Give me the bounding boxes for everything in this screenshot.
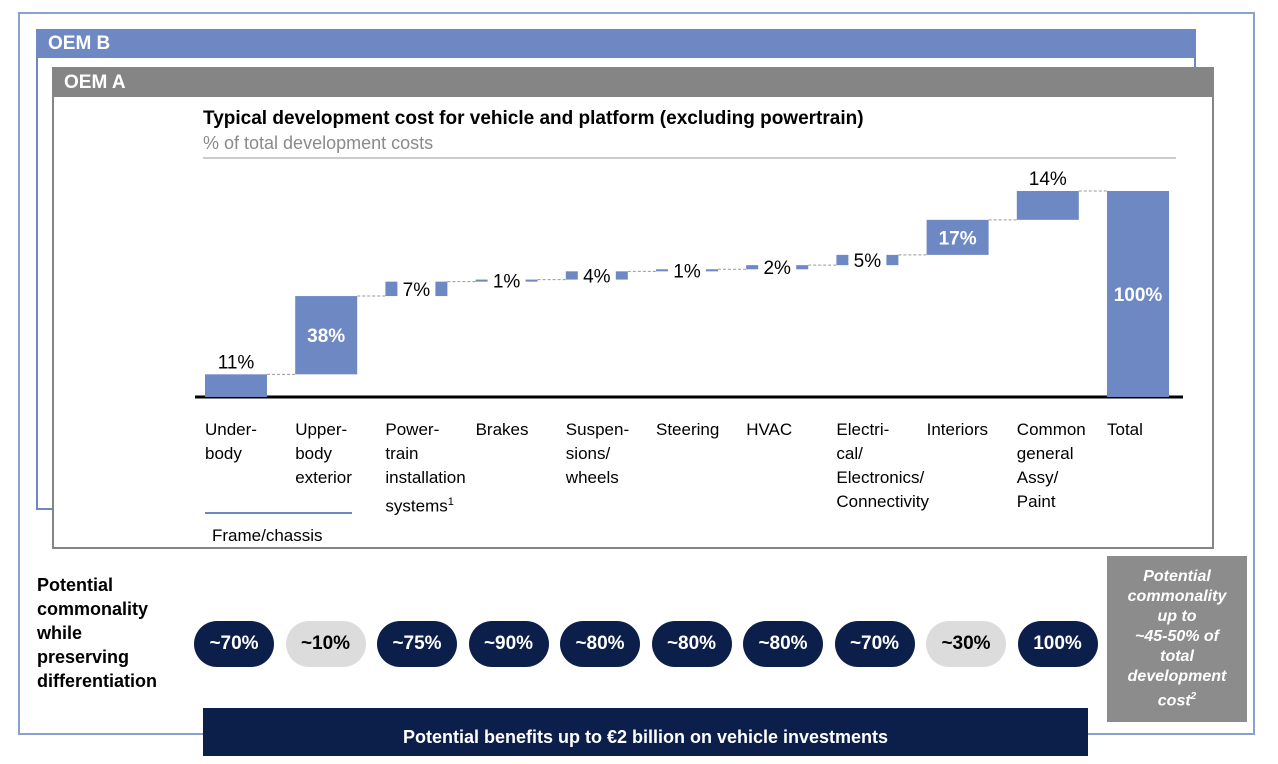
- commonality-pill: ~80%: [743, 621, 823, 667]
- oem-a-panel: [52, 97, 1214, 549]
- oem-b-header: [36, 29, 1196, 58]
- bar: [295, 296, 358, 375]
- bar-value-label: 17%: [939, 228, 977, 249]
- commonality-pill: 100%: [1017, 621, 1098, 667]
- summary-footnote-marker: 2: [1190, 690, 1197, 702]
- bar-segment: [796, 265, 809, 270]
- category-label: Upper- body exterior: [295, 420, 352, 487]
- bar: [205, 374, 267, 397]
- bar-segment: [475, 279, 488, 282]
- bar-segment: [836, 254, 849, 266]
- bar: [1107, 191, 1169, 397]
- footnote-marker: 1: [447, 496, 454, 508]
- benefits-banner: Potential benefits up to €2 billion on v…: [203, 708, 1088, 756]
- bar-segment: [706, 269, 718, 272]
- commonality-pill: ~70%: [194, 621, 274, 667]
- bar-value-label: 4%: [583, 266, 611, 287]
- oem-b-label: OEM B: [48, 33, 111, 54]
- commonality-pill: ~80%: [651, 621, 732, 667]
- bar-segment: [525, 279, 538, 282]
- category-label: Electri- cal/ Electronics/ Connectivity: [836, 420, 929, 511]
- category-label: Power- train installation systems1: [385, 420, 466, 516]
- bar-value-label: 5%: [854, 251, 882, 272]
- category-label: Suspen- sions/ wheels: [565, 420, 630, 487]
- bar-segment: [746, 265, 759, 270]
- chart-subtitle: % of total development costs: [203, 133, 434, 153]
- bar-value-label: 11%: [218, 352, 255, 373]
- bar: [1016, 191, 1079, 220]
- frame-chassis-bracket: [205, 512, 352, 514]
- bar-value-label: 1%: [493, 272, 521, 293]
- commonality-pill: ~70%: [834, 621, 915, 667]
- bar-value-label: 38%: [307, 326, 345, 347]
- commonality-pill: ~80%: [560, 621, 640, 667]
- bar-segment: [886, 254, 899, 266]
- category-label: Steering: [656, 420, 720, 439]
- bar-value-label: 1%: [673, 261, 701, 282]
- category-label: Brakes: [475, 420, 529, 439]
- summary-text: Potential commonality up to ~45-50% of t…: [1127, 567, 1227, 710]
- category-label: HVAC: [746, 420, 793, 439]
- bar-segment: [656, 269, 668, 272]
- commonality-row-label: Potential commonality while preserving d…: [37, 575, 157, 691]
- category-label: Under- body: [205, 420, 257, 463]
- bar-value-label: 7%: [403, 280, 431, 301]
- oem-a-label: OEM A: [64, 72, 126, 93]
- bar-value-label: 100%: [1114, 285, 1163, 306]
- category-label: Common general Assy/ Paint: [1016, 420, 1086, 511]
- commonality-pill: ~30%: [926, 621, 1006, 667]
- bar-segment: [435, 281, 448, 297]
- category-label: Interiors: [926, 420, 989, 439]
- bar-value-label: 2%: [763, 258, 791, 279]
- waterfall-chart: 11% 38% 7% 1% 4% 1% 2% 5% 17% 14% 100%: [195, 157, 1183, 399]
- banner-text: Potential benefits up to €2 billion on v…: [402, 727, 889, 747]
- chart-title: Typical development cost for vehicle and…: [203, 108, 864, 129]
- bar-segment: [385, 281, 398, 297]
- commonality-pill: ~10%: [285, 621, 366, 667]
- bar: [926, 219, 989, 255]
- commonality-pill: ~75%: [377, 621, 457, 667]
- bar-segment: [615, 271, 628, 280]
- bar-segment: [565, 271, 578, 280]
- commonality-pill: ~90%: [468, 621, 549, 667]
- bar-value-label: 14%: [1029, 169, 1067, 190]
- oem-a-header: [52, 67, 1214, 97]
- frame-chassis-label: Frame/chassis: [212, 526, 323, 545]
- commonality-summary-box: Potential commonality up to ~45-50% of t…: [1107, 556, 1247, 722]
- category-label: Total: [1107, 420, 1143, 439]
